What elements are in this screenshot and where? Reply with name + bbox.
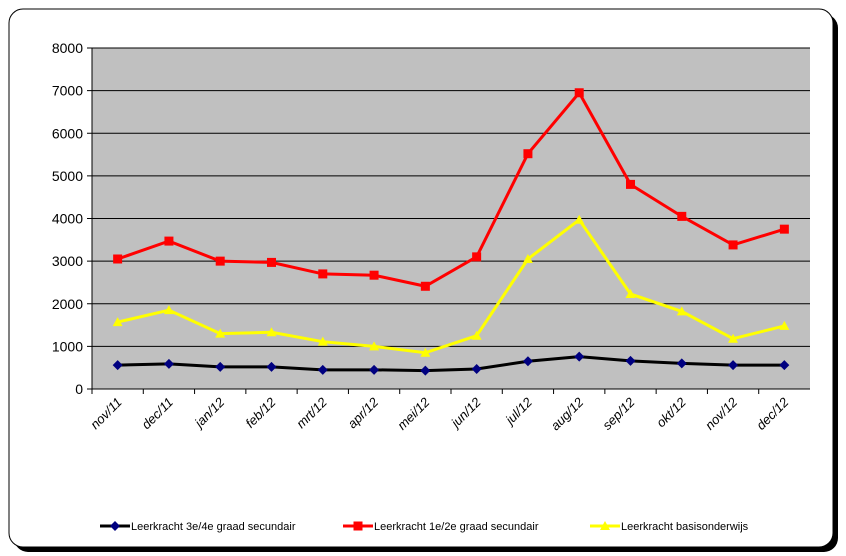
y-tick-label: 3000 — [52, 253, 83, 269]
y-tick-label: 2000 — [52, 296, 83, 312]
data-point — [472, 252, 482, 262]
data-point — [522, 356, 533, 367]
data-point — [163, 305, 174, 315]
legend-label: Leerkracht 3e/4e graad secundair — [131, 521, 296, 533]
data-point — [471, 363, 482, 374]
y-tick-label: 0 — [75, 381, 83, 397]
data-point — [420, 281, 430, 291]
series-line — [117, 217, 785, 355]
data-point — [625, 288, 636, 298]
y-tick-label: 6000 — [52, 125, 83, 141]
data-point — [266, 361, 277, 372]
data-point — [420, 365, 431, 376]
y-tick-label: 7000 — [52, 83, 83, 99]
y-tick-label: 4000 — [52, 211, 83, 227]
data-point — [113, 254, 123, 264]
data-point — [369, 341, 380, 351]
data-point — [676, 358, 687, 369]
data-point — [215, 361, 226, 372]
data-point — [266, 327, 277, 337]
data-point — [625, 355, 636, 366]
legend-marker — [600, 521, 610, 530]
data-point — [317, 336, 328, 346]
data-point — [164, 236, 174, 246]
data-point — [574, 214, 585, 224]
data-point — [779, 224, 789, 234]
data-point — [677, 211, 687, 221]
data-point — [574, 351, 585, 362]
data-point — [215, 256, 225, 266]
data-point — [728, 360, 739, 371]
data-point — [317, 364, 328, 375]
y-tick-label: 1000 — [52, 338, 83, 354]
data-point — [112, 360, 123, 371]
data-point — [267, 257, 276, 267]
data-point — [779, 320, 790, 330]
data-point — [728, 333, 739, 343]
data-point — [523, 149, 533, 159]
legend-marker — [110, 521, 120, 531]
series-line — [117, 355, 785, 373]
data-point — [369, 364, 380, 375]
series-line — [117, 90, 785, 288]
data-point — [163, 358, 174, 369]
data-point — [420, 347, 431, 357]
data-point — [471, 330, 482, 340]
data-point — [522, 253, 533, 263]
legend-label: Leerkracht 1e/2e graad secundair — [374, 521, 539, 533]
legend-marker — [353, 521, 363, 531]
y-tick-label: 8000 — [52, 40, 83, 56]
data-point — [369, 270, 379, 280]
data-point — [318, 269, 328, 279]
data-point — [215, 328, 226, 338]
data-point — [626, 179, 635, 189]
y-tick-label: 5000 — [52, 168, 83, 184]
data-point — [112, 317, 123, 327]
legend-label: Leerkracht basisonderwijs — [621, 521, 749, 533]
data-point — [779, 360, 790, 371]
data-point — [574, 88, 584, 98]
data-point — [728, 240, 738, 250]
data-point — [676, 306, 687, 316]
